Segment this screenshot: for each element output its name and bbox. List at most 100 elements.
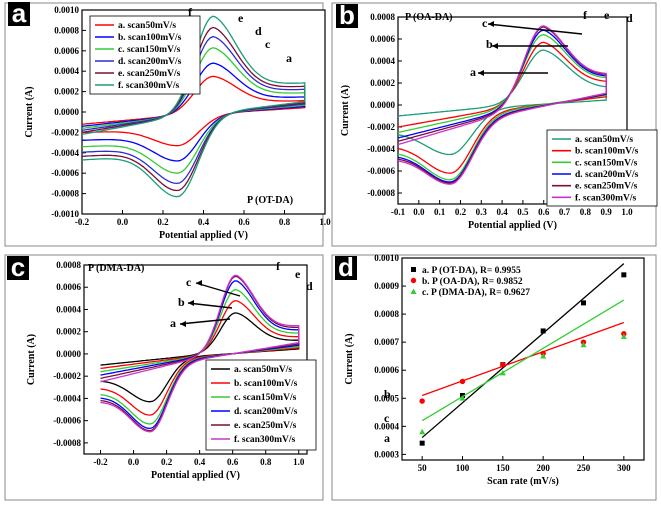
- x-tick-label: 0.8: [260, 457, 272, 467]
- y-tick-label: -0.0008: [367, 188, 395, 198]
- x-axis-label: Potential applied (V): [468, 220, 557, 231]
- y-tick-label: 0.0004: [56, 304, 81, 314]
- panel-letter: c: [11, 252, 25, 282]
- y-tick-label: 0.0004: [54, 66, 79, 76]
- y-tick-label: 0.0004: [370, 56, 395, 66]
- y-tick-label: 0.0006: [54, 46, 79, 56]
- panel-border: [331, 2, 657, 247]
- y-axis-label: Current (A): [344, 333, 355, 384]
- x-tick-label: 0.1: [434, 207, 446, 217]
- curve-annotation: e: [295, 267, 301, 281]
- x-tick-label: 0.2: [161, 457, 173, 467]
- curves: [82, 15, 306, 198]
- curve-annotation: c: [482, 16, 488, 30]
- x-tick-label: 0.3: [476, 207, 488, 217]
- data-point: [419, 398, 425, 404]
- panel-d: 50 100 150 200 250 300 0.0003 0.0004 0.0005 0.000…: [331, 252, 657, 501]
- y-tick-label: 0.0008: [370, 12, 395, 22]
- curve-annotation: b: [486, 37, 493, 51]
- legend-entry: e. scan250mV/s: [575, 182, 638, 192]
- x-tick-label: 0.8: [580, 207, 592, 217]
- curve-annotation: f: [276, 259, 281, 273]
- y-tick-label: 0.0010: [54, 5, 79, 15]
- curve-annotation: e: [604, 8, 610, 22]
- legend-marker: [410, 277, 417, 284]
- x-axis-label: Potential applied (V): [151, 470, 240, 481]
- panel-border: [4, 254, 324, 501]
- legend-entry: e. scan250mV/s: [234, 421, 297, 431]
- curve-annotation: e: [238, 11, 244, 25]
- y-tick-label: 0.0007: [374, 337, 399, 347]
- y-tick-label: -0.0002: [53, 371, 81, 381]
- y-axis-label: Current (A): [340, 85, 351, 136]
- x-tick-label: 0.4: [198, 217, 210, 227]
- y-tick-label: 0.0000: [370, 100, 395, 110]
- legend-box: [205, 359, 317, 451]
- curve-annotation: a: [170, 316, 176, 330]
- x-tick-label: 150: [496, 463, 510, 473]
- y-tick-label: -0.0002: [51, 127, 79, 137]
- data-point: [500, 361, 506, 368]
- panel-title: P (DMA-DA): [88, 263, 144, 274]
- arrow-head: [488, 21, 494, 27]
- legend-entry: d. scan200mV/s: [234, 407, 298, 417]
- cv-curve-5: [82, 15, 306, 198]
- y-tick-label: -0.0004: [53, 393, 81, 403]
- x-axis-label: Potential applied (V): [159, 230, 248, 241]
- fit-line-a: [421, 263, 625, 439]
- series-annotation: b: [384, 387, 391, 401]
- panel-letter-bg: [8, 2, 30, 26]
- y-tick-label: 0.0008: [54, 25, 79, 35]
- arrow-head: [196, 280, 202, 286]
- x-tick-label: 0.9: [601, 207, 613, 217]
- y-tick-label: -0.0008: [51, 189, 79, 199]
- legend-entry: d. scan200mV/s: [118, 57, 182, 67]
- legend-entry: f. scan300mV/s: [118, 81, 180, 91]
- arrow-head: [180, 321, 186, 327]
- y-axis-label: Current (A): [26, 334, 37, 385]
- y-tick-label: 0.0000: [56, 349, 81, 359]
- legend-entry: c. scan150mV/s: [118, 45, 181, 55]
- x-tick-label: 0.4: [194, 457, 206, 467]
- cv-curve-5: [398, 25, 607, 185]
- panel-letter-bg: [7, 256, 29, 280]
- legend-entry: a. scan50mV/s: [118, 21, 176, 31]
- y-tick-label: -0.0004: [367, 144, 395, 154]
- annotation-arrow: [195, 282, 241, 297]
- curve-annotation: c: [186, 275, 192, 289]
- y-tick-label: -0.0002: [367, 122, 395, 132]
- panel-title: P (OT-DA): [247, 195, 293, 206]
- legend-entry: d. scan200mV/s: [575, 170, 639, 180]
- data-point: [540, 352, 547, 359]
- y-tick-label: -0.0008: [53, 438, 81, 448]
- y-tick-label: 0.0002: [56, 327, 81, 337]
- annotation-arrow: [187, 302, 233, 309]
- y-tick-label: 0.0003: [374, 449, 399, 459]
- data-point: [499, 369, 506, 376]
- y-tick-label: -0.0006: [367, 166, 395, 176]
- x-tick-label: 0.4: [496, 207, 508, 217]
- y-tick-label: 0.0006: [370, 34, 395, 44]
- legend-entry: c. scan150mV/s: [234, 393, 297, 403]
- y-tick-label: 0.0002: [370, 78, 395, 88]
- legend-entry: b. scan100mV/s: [234, 379, 298, 389]
- legend-entry: b. P (OA-DA), R= 0.9852: [422, 276, 523, 287]
- panel-border: [331, 254, 657, 501]
- curve-annotation: f: [583, 8, 588, 22]
- curve-annotation: a: [470, 65, 476, 79]
- fit-line-b: [421, 321, 625, 397]
- annotation-arrow: [179, 318, 231, 325]
- y-tick-label: 0.0010: [374, 253, 399, 263]
- data-point: [620, 333, 627, 339]
- legend-box: [546, 129, 658, 207]
- x-tick-label: 0.2: [157, 217, 169, 227]
- panel-b: -0.1 0.0 0.1 0.2 0.3 0.4 0.5 0.6 0.7 0.8 0.9 1.0 -0.…: [331, 0, 658, 247]
- curve-annotation: f: [188, 5, 193, 19]
- y-tick-label: 0.0008: [374, 309, 399, 319]
- arrow-head: [478, 70, 484, 76]
- data-point: [580, 341, 587, 348]
- y-tick-label: -0.0006: [53, 416, 81, 426]
- data-point: [581, 300, 586, 306]
- legend-entry: c. scan150mV/s: [575, 158, 638, 168]
- curve-annotation: c: [265, 37, 271, 51]
